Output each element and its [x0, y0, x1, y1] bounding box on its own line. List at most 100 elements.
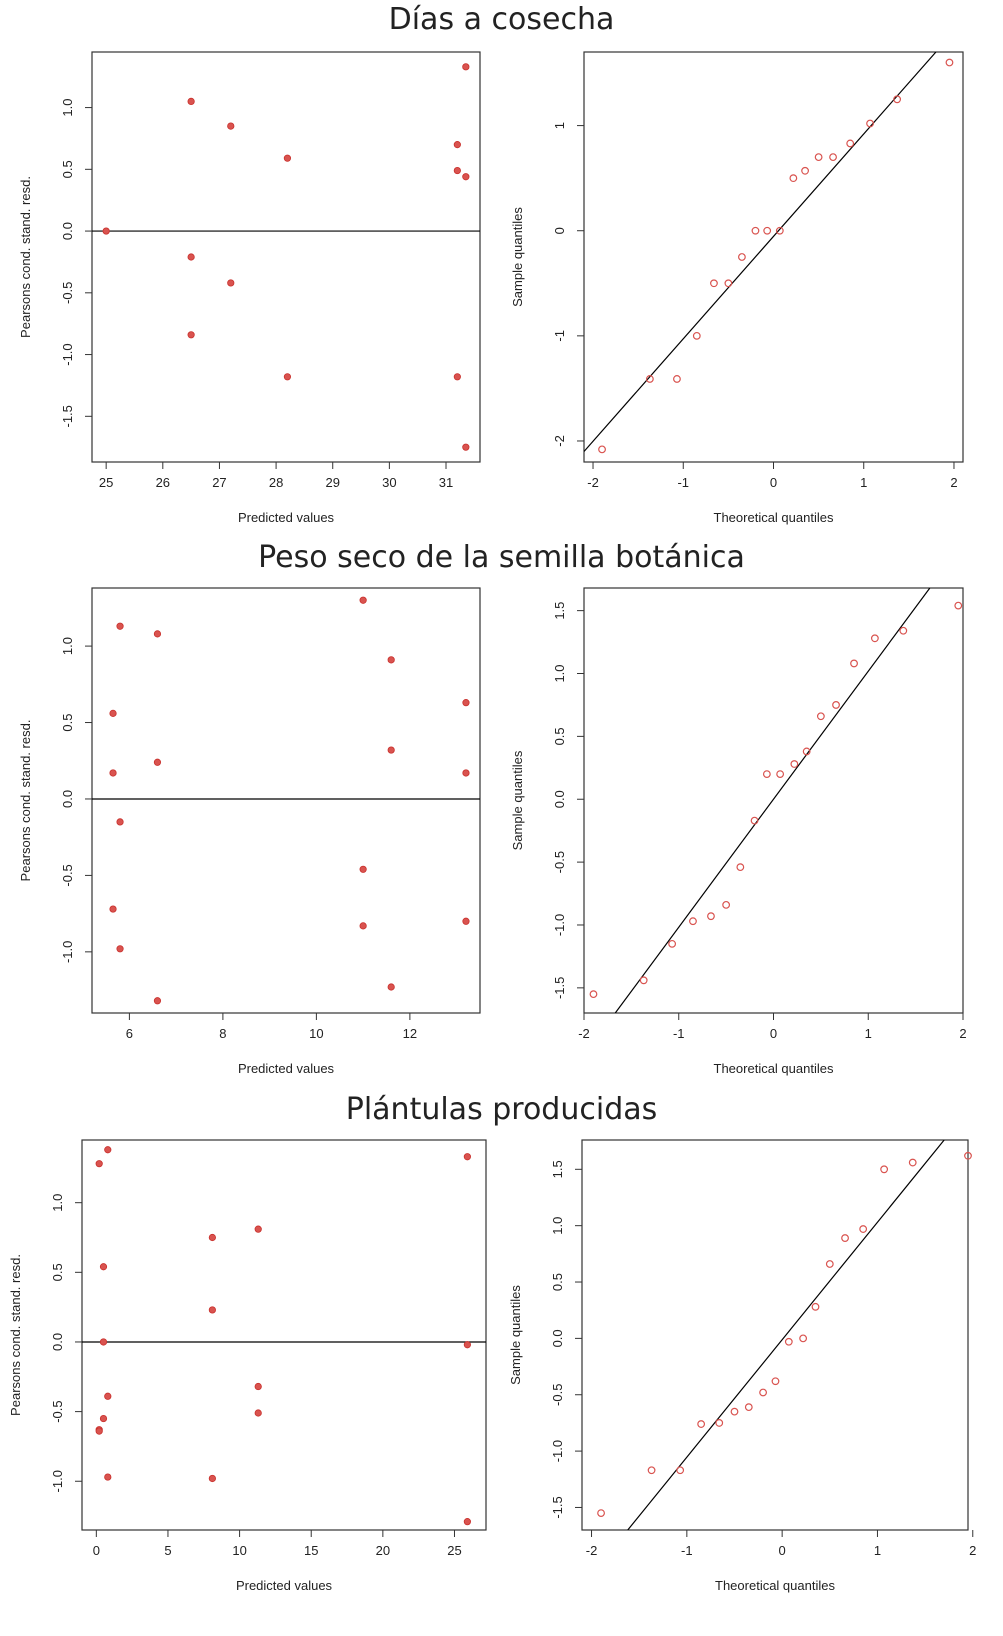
y-tick-label: -1.5	[60, 405, 75, 427]
data-point	[802, 747, 811, 756]
data-point	[841, 1234, 849, 1242]
qq-reference-line	[627, 1140, 945, 1530]
plot-frame	[81, 1139, 487, 1531]
data-point	[846, 139, 855, 148]
x-tick-label: 29	[325, 475, 339, 490]
y-tick-label: 1.0	[60, 637, 75, 655]
data-point	[647, 1466, 656, 1475]
y-axis-label: Sample quantiles	[510, 207, 525, 307]
x-tick-label: -2	[587, 475, 599, 490]
section-title-peso-seco: Peso seco de la semilla botánica	[258, 540, 745, 575]
x-tick-label: 10	[309, 1026, 323, 1041]
data-point	[254, 1382, 262, 1391]
data-point	[283, 154, 292, 162]
data-point	[462, 917, 470, 925]
data-point	[109, 709, 117, 717]
data-point	[104, 1473, 112, 1481]
data-point	[462, 173, 470, 181]
y-tick-label: 1.0	[60, 99, 75, 117]
data-point	[730, 1407, 739, 1416]
data-point	[829, 153, 837, 162]
x-tick-label: 20	[376, 1543, 390, 1558]
data-point	[116, 818, 124, 826]
data-point	[775, 226, 784, 235]
y-tick-label: -0.5	[50, 1400, 65, 1422]
y-axis-label: Sample quantiles	[510, 750, 525, 850]
data-point	[283, 373, 292, 381]
y-tick-label: 0.5	[60, 160, 75, 178]
y-tick-label: -0.5	[60, 864, 75, 886]
x-tick-label: 25	[99, 475, 113, 490]
data-point	[99, 1414, 108, 1423]
y-tick-label: 1.0	[50, 1194, 65, 1212]
x-tick-label: 0	[779, 1543, 786, 1558]
data-point	[187, 97, 195, 105]
y-tick-label: 1	[552, 122, 567, 129]
y-tick-label: 0.0	[50, 1333, 65, 1351]
y-tick-label: 1.5	[550, 1160, 565, 1178]
x-tick-label: 31	[439, 475, 453, 490]
data-point	[776, 770, 785, 778]
y-tick-label: 0.0	[550, 1329, 565, 1347]
y-tick-label: 0	[552, 227, 567, 234]
x-tick-label: 12	[403, 1026, 417, 1041]
y-tick-label: 0.0	[60, 222, 75, 240]
data-point	[463, 1153, 471, 1161]
y-tick-label: 0.5	[550, 1273, 565, 1291]
data-point	[689, 917, 697, 926]
data-point	[589, 990, 598, 999]
x-tick-label: 15	[304, 1543, 318, 1558]
x-tick-label: 5	[164, 1543, 171, 1558]
x-tick-label: 6	[126, 1026, 133, 1041]
data-point	[187, 253, 195, 261]
data-point	[453, 373, 461, 381]
data-point	[668, 939, 677, 948]
y-axis-label: Pearsons cond. stand. resd.	[18, 176, 33, 338]
y-tick-label: 0.5	[60, 713, 75, 731]
y-axis-label: Pearsons cond. stand. resd.	[18, 720, 33, 882]
x-tick-label: -2	[586, 1543, 598, 1558]
data-point	[153, 630, 162, 638]
x-tick-label: 0	[770, 475, 777, 490]
data-point	[387, 746, 395, 754]
data-point	[208, 1233, 216, 1242]
x-tick-label: 0	[770, 1026, 777, 1041]
data-point	[462, 769, 470, 777]
x-tick-label: 1	[860, 475, 867, 490]
data-point	[899, 626, 908, 635]
y-tick-label: 0.5	[50, 1263, 65, 1281]
data-point	[104, 1392, 112, 1400]
y-tick-label: -1.5	[550, 1496, 565, 1518]
plot-frame	[581, 1139, 969, 1531]
data-point	[387, 983, 395, 991]
y-tick-label: -1.0	[552, 914, 567, 936]
data-point	[736, 863, 745, 872]
data-point	[109, 769, 117, 777]
data-point	[359, 865, 367, 873]
data-point	[153, 997, 162, 1005]
data-point	[227, 122, 235, 130]
y-tick-label: 0.0	[60, 790, 75, 808]
data-point	[744, 1403, 753, 1412]
data-point	[799, 1334, 808, 1343]
data-point	[462, 443, 470, 451]
data-point	[598, 445, 606, 454]
data-point	[109, 905, 117, 913]
x-tick-label: 28	[269, 475, 283, 490]
x-tick-label: 30	[382, 475, 396, 490]
y-tick-label: -2	[552, 435, 567, 447]
section-title-dias-a-cosecha: Días a cosecha	[388, 2, 615, 37]
data-point	[763, 226, 772, 235]
x-tick-label: 10	[232, 1543, 246, 1558]
x-tick-label: 1	[874, 1543, 881, 1558]
y-tick-label: 1.5	[552, 602, 567, 620]
data-point	[771, 1377, 780, 1386]
data-point	[227, 279, 235, 287]
data-point	[811, 1302, 820, 1311]
y-tick-label: 1.0	[550, 1217, 565, 1235]
data-point	[462, 63, 470, 71]
data-point	[789, 174, 798, 183]
x-tick-label: 0	[93, 1543, 100, 1558]
